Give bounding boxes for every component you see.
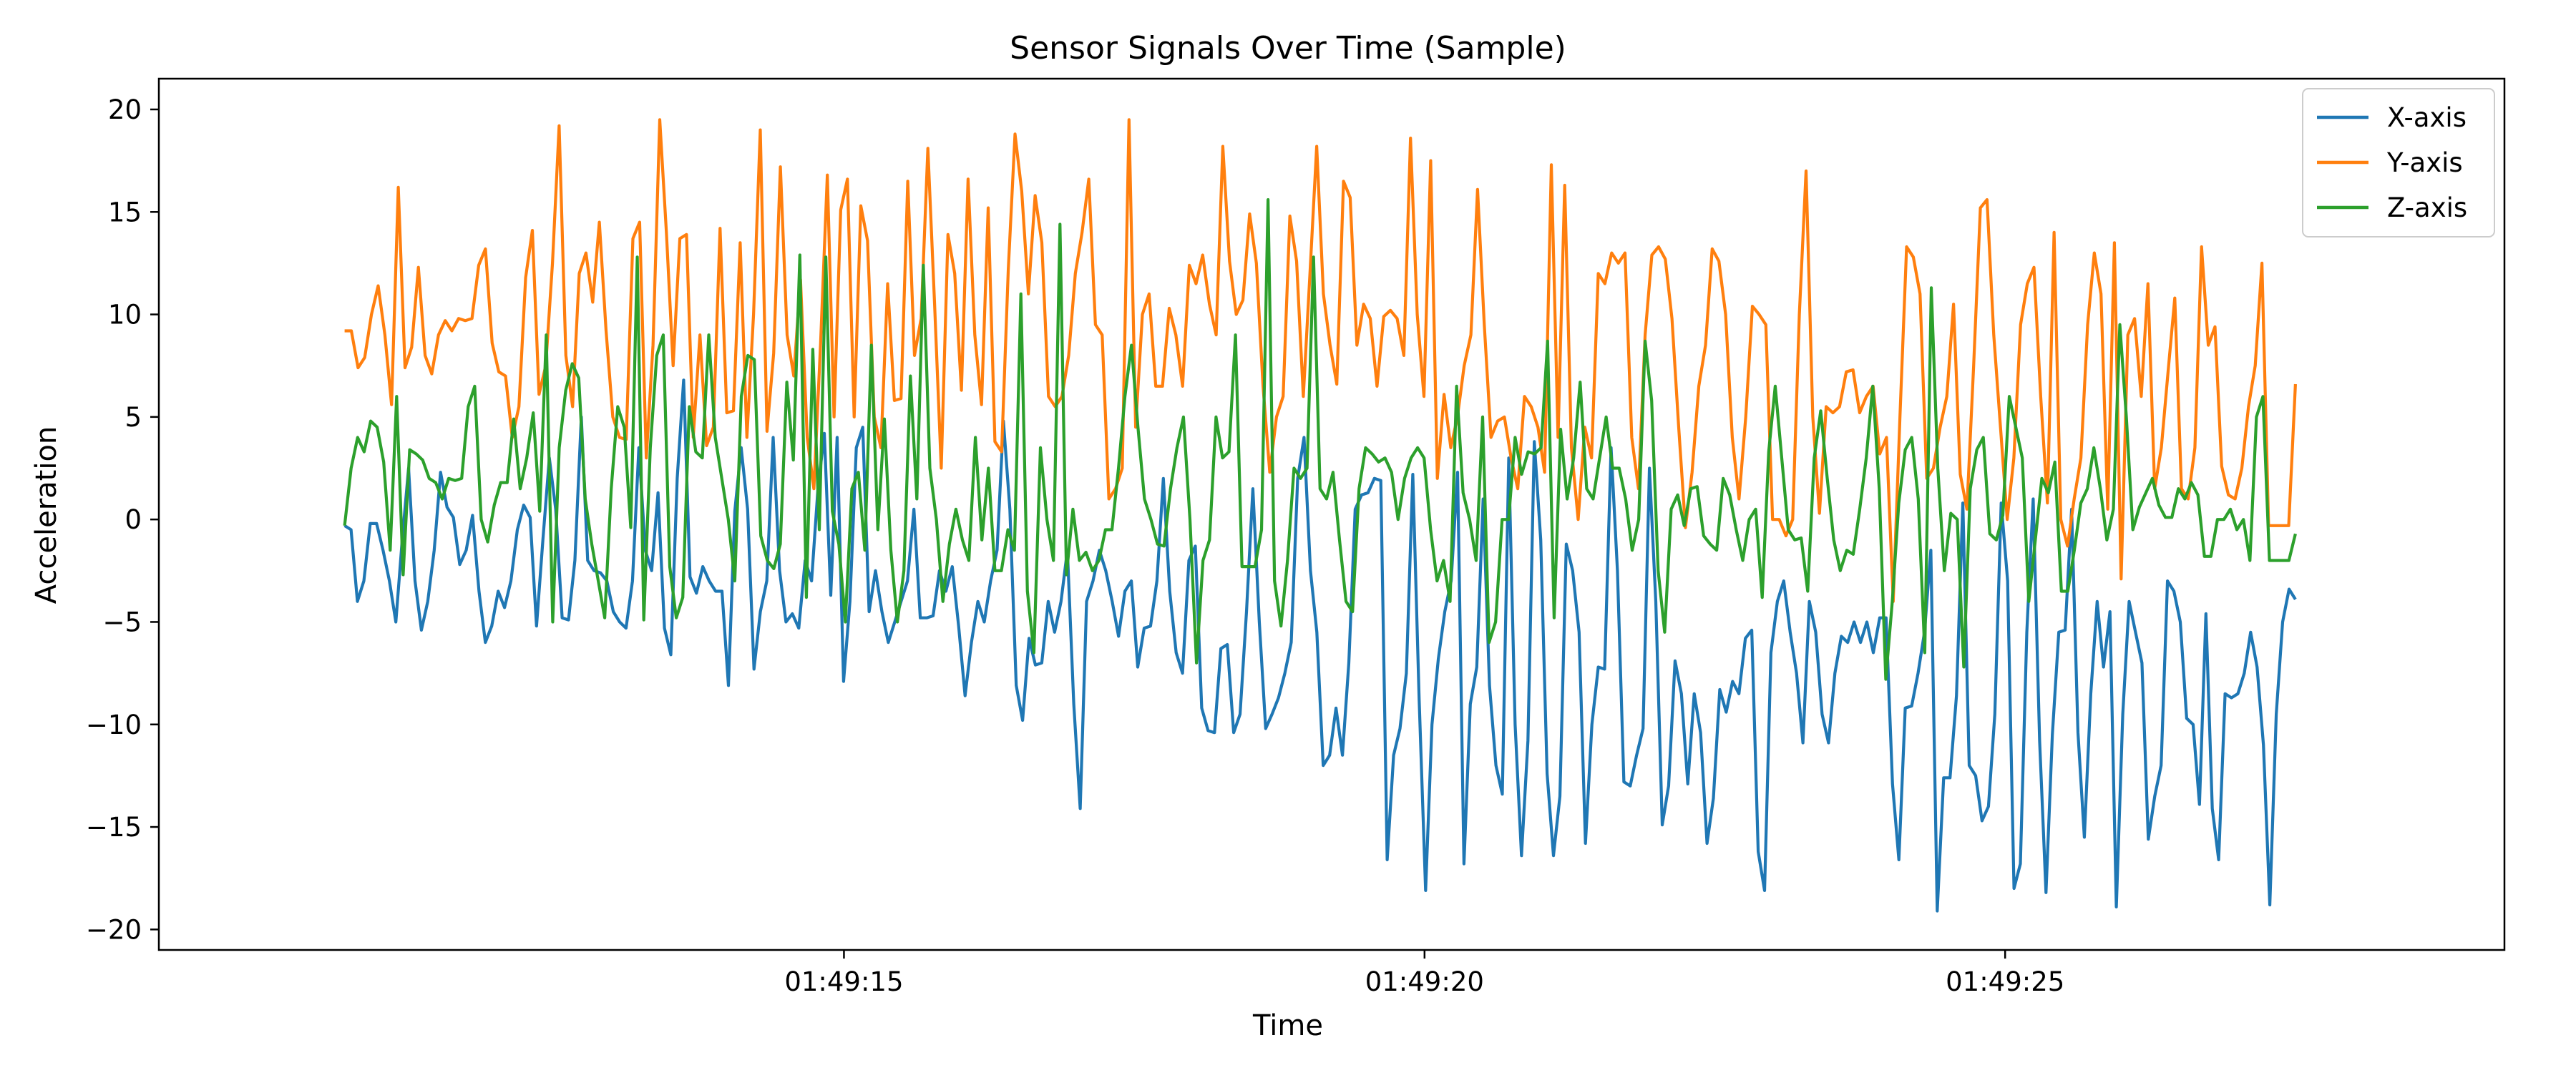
y-tick-label: −10 (86, 710, 142, 740)
legend-box (2302, 88, 2495, 237)
series-line-y-axis (344, 118, 2297, 603)
x-axis-ticks: 01:49:15 01:49:20 01:49:25 (784, 950, 2064, 997)
x-tick-label: 01:49:15 (784, 966, 903, 997)
series-line-x-axis (343, 378, 2297, 913)
y-tick-label: 20 (108, 94, 142, 125)
x-tick-label: 01:49:25 (1946, 966, 2064, 997)
x-axis-label: Time (1252, 1009, 1323, 1042)
y-axis-ticks: 20 15 10 5 0 −5 −10 −15 −20 (86, 94, 159, 945)
y-tick-label: −20 (86, 914, 142, 945)
y-tick-label: 5 (125, 402, 142, 433)
legend-label: X-axis (2387, 102, 2467, 133)
legend-label: Z-axis (2387, 192, 2467, 223)
y-tick-label: 15 (108, 197, 142, 227)
x-tick-label: 01:49:20 (1365, 966, 1484, 997)
series-line-z-axis (343, 198, 2297, 681)
y-tick-label: −15 (86, 812, 142, 843)
y-axis-label: Acceleration (30, 426, 63, 604)
y-tick-label: −5 (102, 607, 142, 637)
legend: X-axis Y-axis Z-axis (2302, 88, 2495, 237)
y-tick-label: 0 (125, 504, 142, 535)
legend-label: Y-axis (2386, 147, 2463, 178)
chart-title: Sensor Signals Over Time (Sample) (1010, 30, 1566, 67)
series-layer (343, 118, 2297, 913)
y-tick-label: 10 (108, 300, 142, 330)
